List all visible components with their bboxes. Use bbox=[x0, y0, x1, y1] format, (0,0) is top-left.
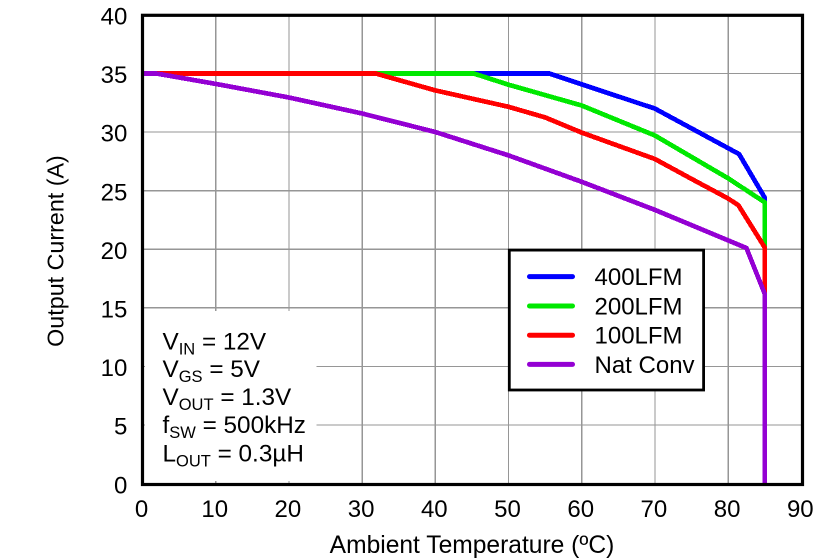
svg-text:35: 35 bbox=[101, 62, 128, 89]
svg-text:VOUT = 1.3V: VOUT = 1.3V bbox=[163, 384, 293, 414]
svg-text:20: 20 bbox=[101, 238, 128, 265]
svg-text:0: 0 bbox=[114, 472, 127, 499]
svg-text:400LFM: 400LFM bbox=[595, 264, 683, 291]
svg-text:0: 0 bbox=[135, 496, 148, 523]
svg-text:80: 80 bbox=[714, 496, 741, 523]
svg-text:5: 5 bbox=[114, 414, 127, 441]
svg-text:100LFM: 100LFM bbox=[595, 323, 683, 350]
svg-text:40: 40 bbox=[101, 4, 128, 31]
svg-text:Output Current (A): Output Current (A) bbox=[43, 155, 69, 347]
svg-text:10: 10 bbox=[101, 355, 128, 382]
svg-text:90: 90 bbox=[787, 496, 814, 523]
svg-text:15: 15 bbox=[101, 297, 128, 324]
svg-text:VGS = 5V: VGS = 5V bbox=[163, 356, 261, 386]
svg-text:Nat Conv: Nat Conv bbox=[595, 352, 695, 379]
svg-text:60: 60 bbox=[567, 496, 594, 523]
svg-text:10: 10 bbox=[201, 496, 228, 523]
svg-text:20: 20 bbox=[275, 496, 302, 523]
svg-text:VIN = 12V: VIN = 12V bbox=[163, 328, 267, 358]
svg-text:50: 50 bbox=[494, 496, 521, 523]
svg-text:200LFM: 200LFM bbox=[595, 294, 683, 321]
svg-text:25: 25 bbox=[101, 179, 128, 206]
svg-text:70: 70 bbox=[641, 496, 668, 523]
svg-text:30: 30 bbox=[101, 121, 128, 148]
svg-text:30: 30 bbox=[348, 496, 375, 523]
svg-text:Ambient Temperature (ºC): Ambient Temperature (ºC) bbox=[330, 532, 615, 559]
svg-text:40: 40 bbox=[421, 496, 448, 523]
